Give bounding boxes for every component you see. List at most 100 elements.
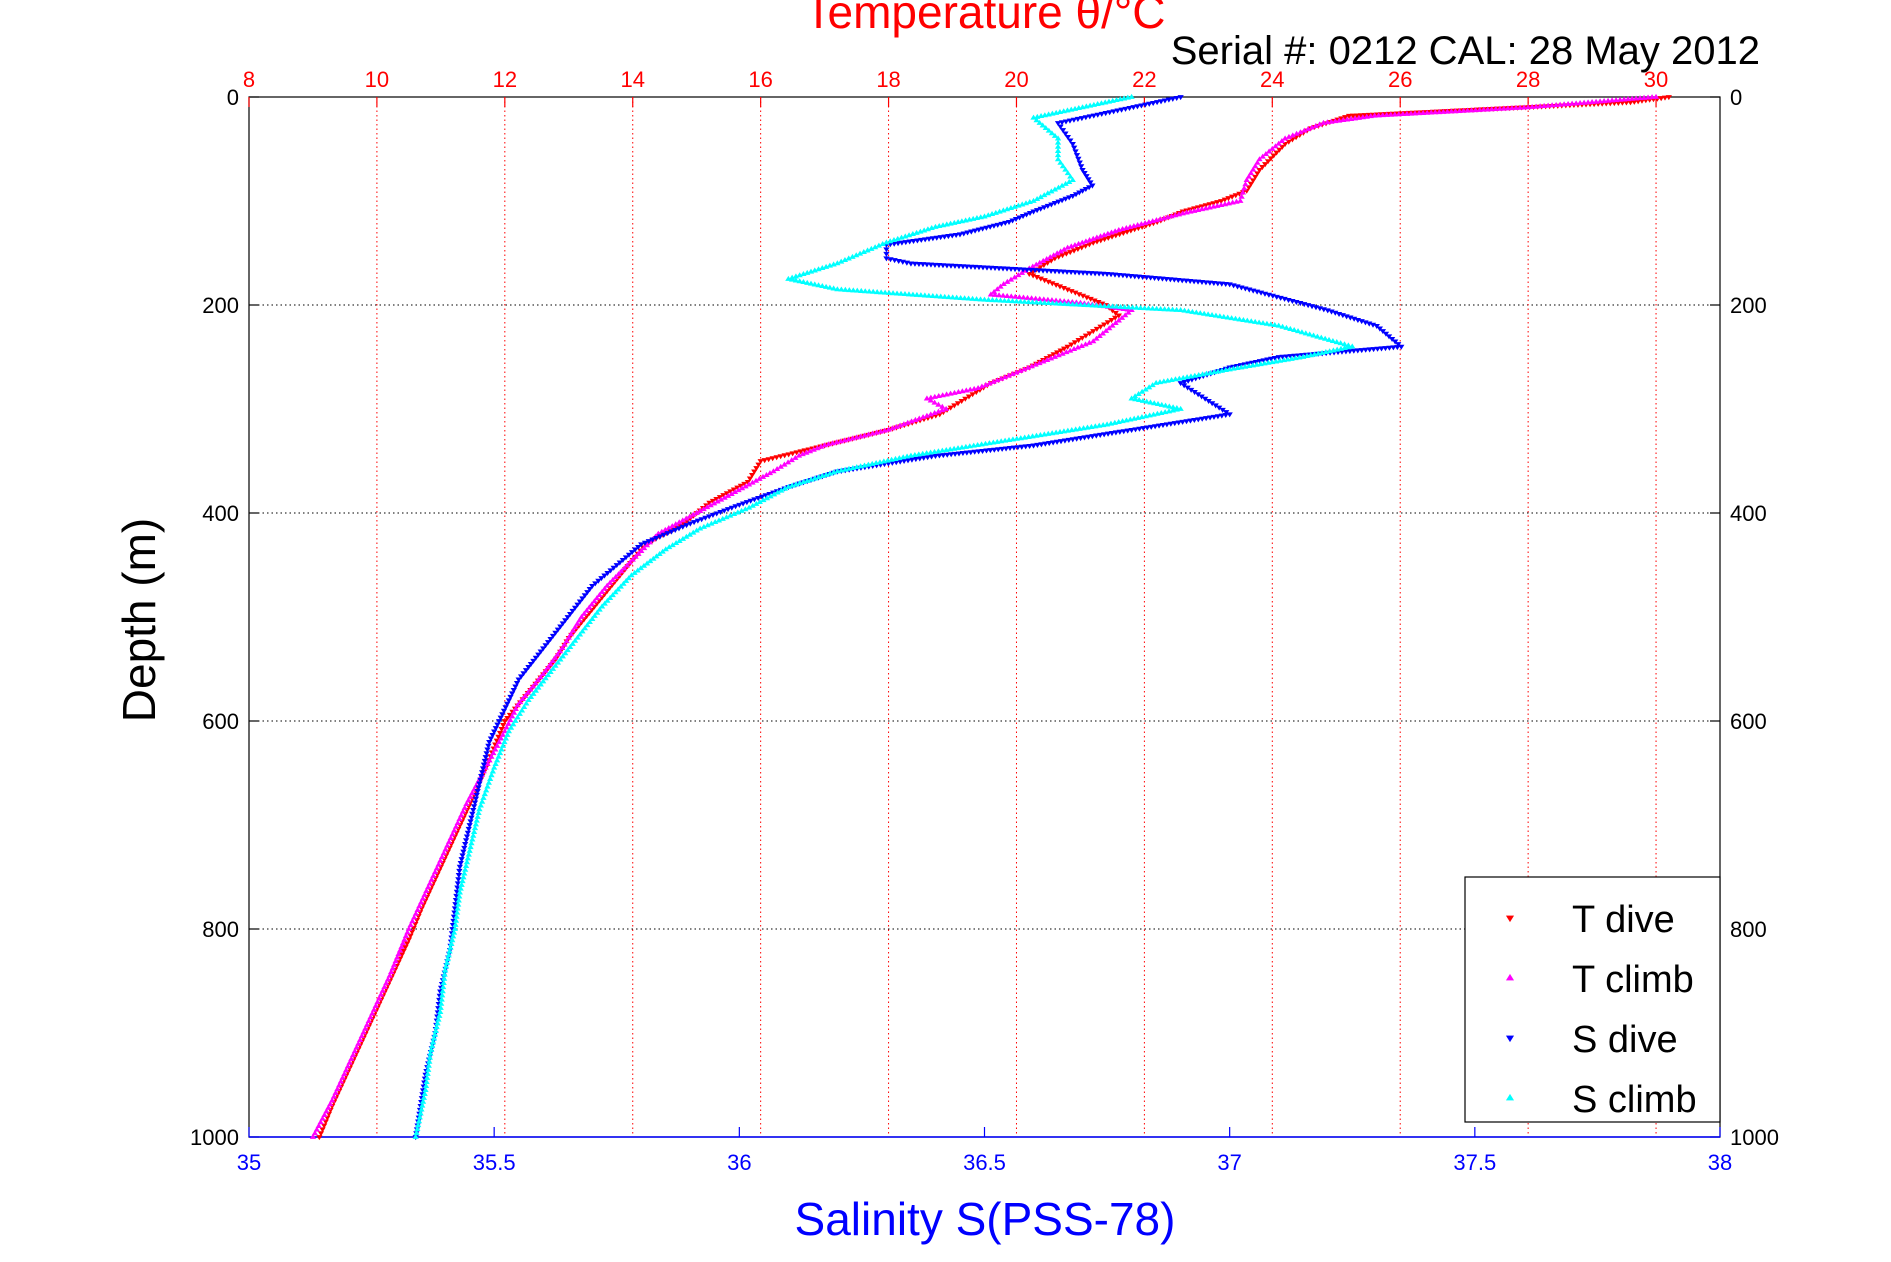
data-point (806, 448, 814, 454)
data-point (1386, 345, 1393, 351)
data-point (834, 468, 841, 474)
data-point (944, 452, 951, 458)
data-point (495, 734, 502, 740)
data-point (1117, 303, 1124, 309)
data-point (941, 293, 948, 299)
data-point (841, 437, 848, 443)
data-point (821, 442, 828, 448)
data-point (804, 269, 811, 275)
data-point (719, 515, 726, 521)
data-point (788, 482, 796, 488)
data-point (1183, 209, 1190, 215)
data-point (1143, 275, 1150, 281)
data-point (746, 476, 754, 482)
data-point (497, 715, 504, 721)
data-point (460, 849, 467, 855)
data-point (1103, 421, 1111, 427)
data-point (462, 866, 469, 872)
data-point (643, 560, 651, 566)
data-point (704, 522, 711, 528)
data-point (1021, 366, 1028, 372)
data-point (962, 217, 969, 223)
data-point (1358, 348, 1365, 354)
data-point (1265, 359, 1272, 365)
data-point (883, 239, 890, 245)
data-point (1057, 300, 1064, 306)
data-point (544, 672, 552, 678)
data-point (440, 984, 447, 990)
data-point (1095, 271, 1103, 277)
data-point (1382, 331, 1390, 337)
legend-label: S climb (1572, 1079, 1697, 1121)
data-point (1285, 133, 1293, 139)
data-point (1472, 107, 1479, 113)
data-point (937, 293, 944, 299)
data-point (576, 599, 584, 605)
data-point (492, 746, 499, 752)
data-point (414, 906, 421, 912)
y-tick-label-right: 0 (1730, 85, 1742, 110)
y-tick-label: 400 (202, 501, 239, 526)
data-point (1216, 313, 1224, 319)
data-point (1179, 278, 1186, 284)
data-point (1054, 121, 1062, 127)
data-point (745, 504, 753, 510)
data-point (606, 594, 614, 600)
data-point (529, 683, 537, 689)
data-point (935, 448, 942, 454)
data-point (686, 513, 693, 519)
data-point (374, 999, 381, 1005)
data-point (510, 709, 518, 715)
data-point (435, 1016, 442, 1022)
data-point (1492, 105, 1499, 112)
data-point (1010, 445, 1018, 451)
data-point (1076, 425, 1083, 431)
data-point (613, 563, 620, 569)
data-point (1033, 261, 1040, 267)
data-point (1092, 423, 1099, 429)
data-point (696, 525, 704, 531)
data-point (1126, 224, 1134, 230)
data-point (472, 821, 480, 827)
data-point (1276, 147, 1283, 153)
data-point (1019, 267, 1027, 273)
data-point (1281, 141, 1289, 147)
x-top-tick-label: 8 (243, 67, 255, 92)
data-point (1033, 195, 1041, 201)
data-point (1516, 104, 1524, 110)
data-point (518, 707, 526, 713)
data-point (322, 1119, 329, 1125)
data-point (584, 622, 591, 628)
data-point (1239, 189, 1247, 195)
data-point (456, 864, 463, 870)
data-point (454, 881, 462, 887)
data-point (574, 634, 581, 640)
data-point (1133, 304, 1140, 310)
data-point (1172, 376, 1179, 382)
data-point (579, 628, 586, 634)
data-point (931, 262, 939, 268)
data-point (440, 979, 447, 985)
data-point (455, 873, 463, 879)
data-point (469, 790, 476, 796)
data-point (1279, 323, 1286, 329)
data-point (1132, 396, 1139, 402)
data-point (1101, 232, 1108, 238)
data-point (1165, 306, 1172, 312)
data-point (1013, 298, 1020, 304)
data-point (1378, 346, 1385, 352)
data-point (1254, 171, 1261, 177)
data-point (693, 527, 700, 533)
data-point (547, 661, 554, 667)
data-point (549, 658, 556, 664)
data-point (586, 604, 593, 610)
data-point (1544, 102, 1552, 108)
data-point (1388, 336, 1396, 342)
data-point (955, 264, 963, 270)
data-point (834, 260, 841, 266)
data-point (1059, 269, 1067, 275)
data-point (932, 223, 939, 229)
data-point (883, 247, 890, 253)
data-point (1107, 272, 1115, 278)
data-point (1067, 173, 1074, 179)
